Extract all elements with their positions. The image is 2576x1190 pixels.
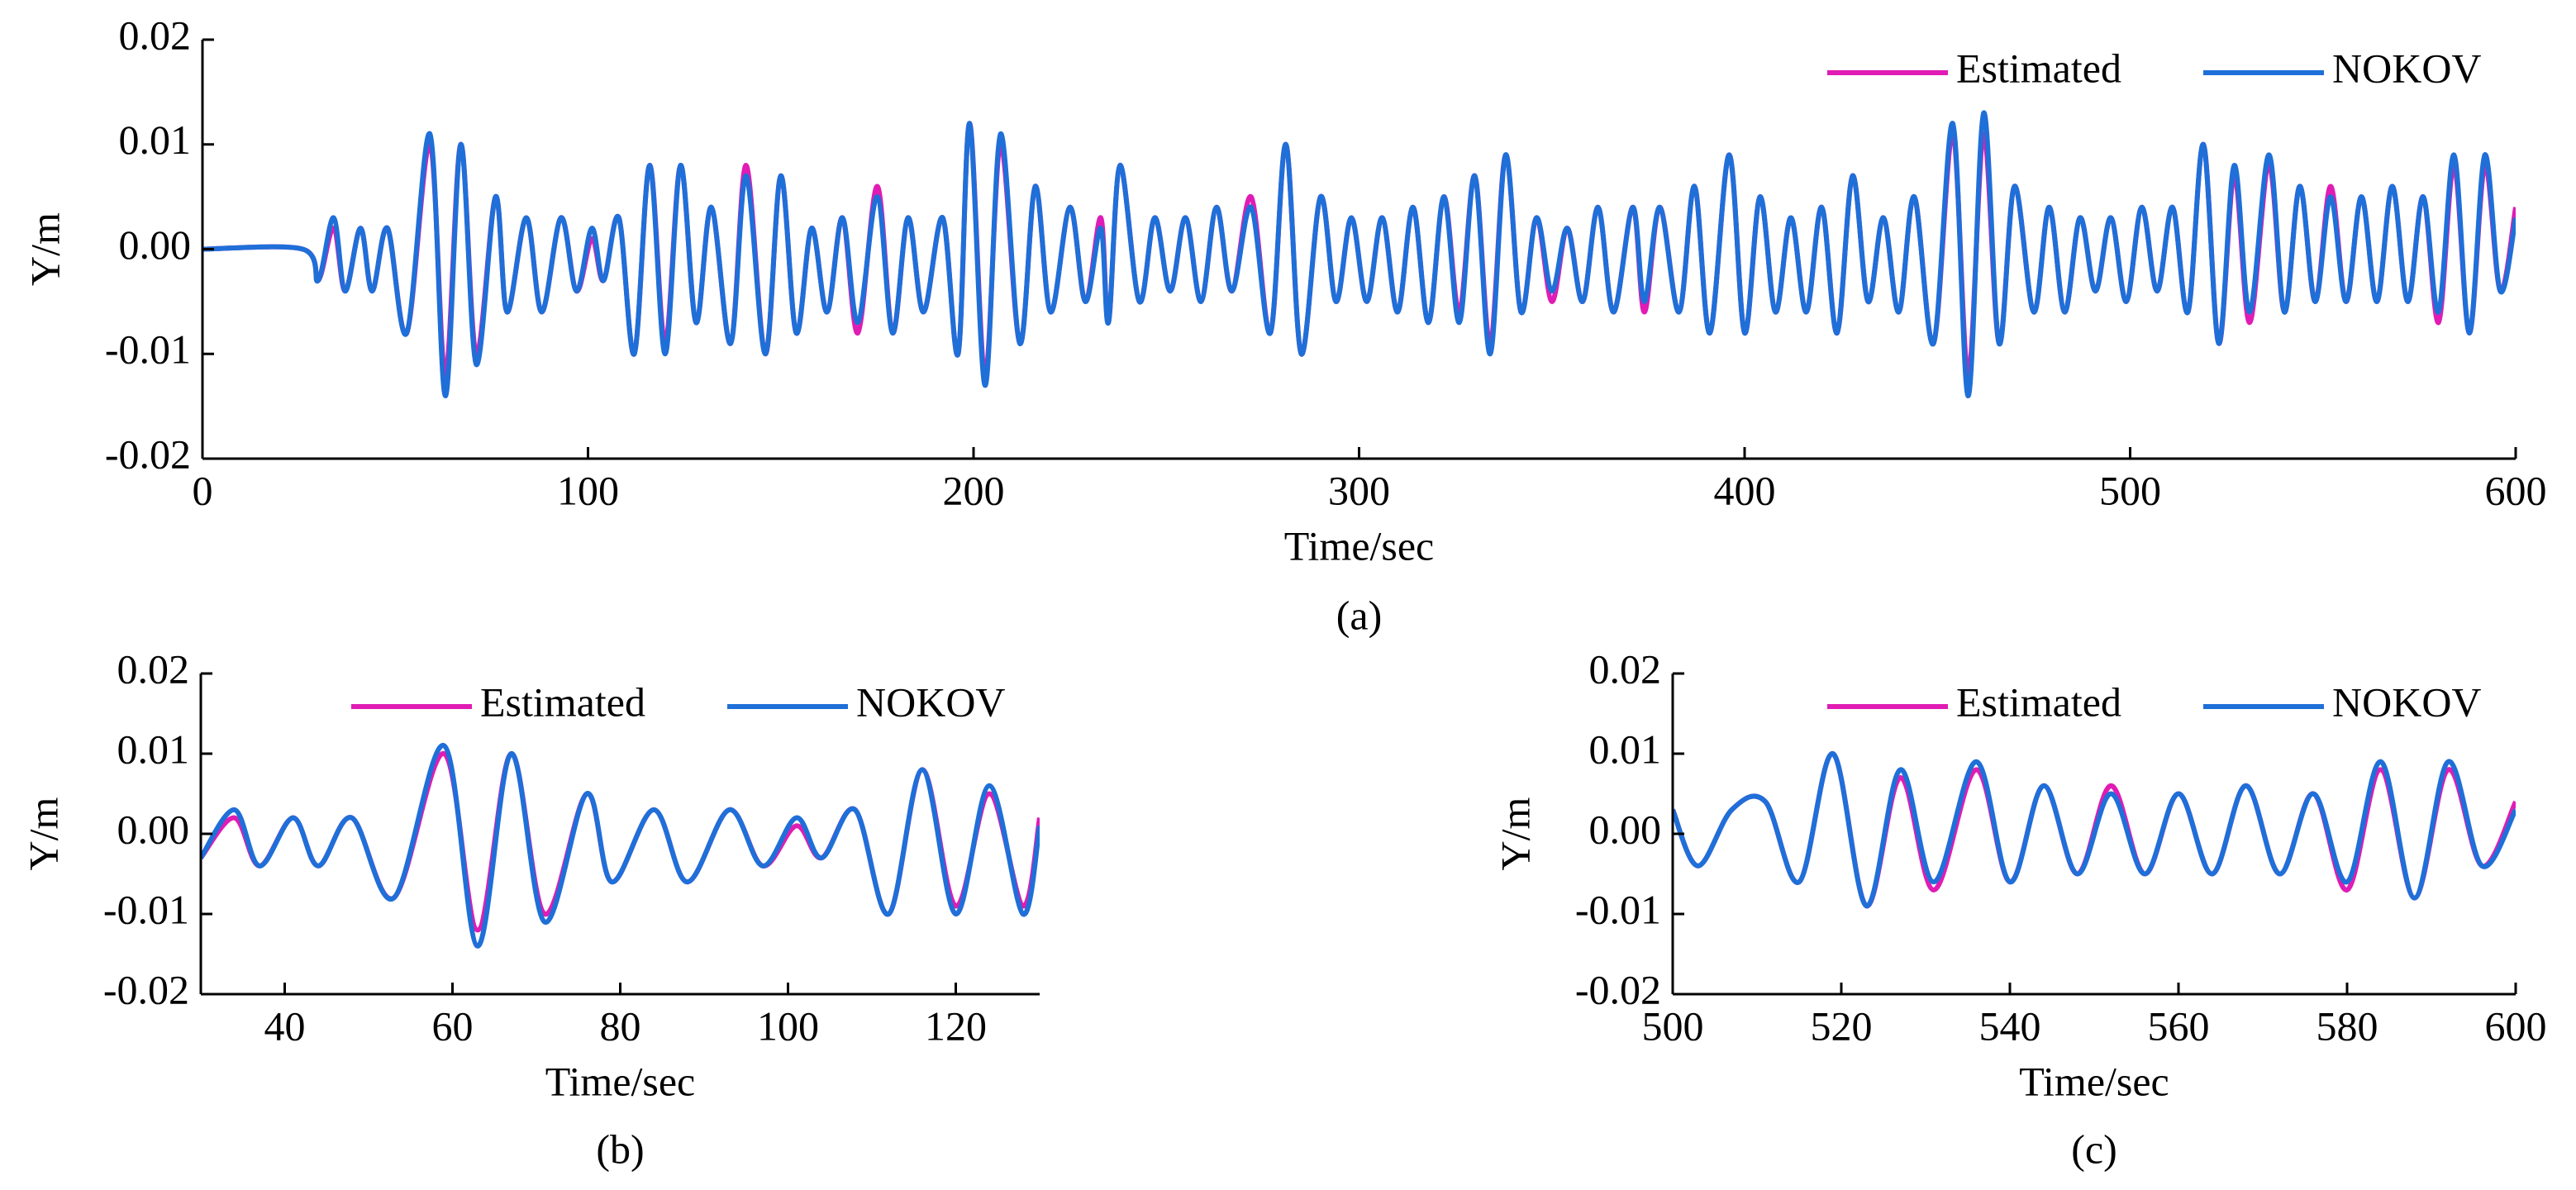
y-tick-label: -0.01 xyxy=(1575,886,1661,932)
x-tick-label: 120 xyxy=(925,1002,987,1049)
y-tick-label: 0.00 xyxy=(119,221,192,268)
x-tick-label: 500 xyxy=(2099,467,2161,513)
y-axis-label: Y/m xyxy=(1492,797,1538,870)
legend-label: Estimated xyxy=(1956,45,2121,91)
y-tick-label: 0.01 xyxy=(119,117,192,163)
legend-label: NOKOV xyxy=(856,678,1006,725)
legend-label: NOKOV xyxy=(2332,45,2482,91)
series-line xyxy=(202,110,2516,398)
caption: (c) xyxy=(2071,1126,2117,1172)
x-tick-label: 100 xyxy=(757,1002,819,1049)
y-tick-label: -0.02 xyxy=(103,966,189,1012)
y-tick-label: -0.01 xyxy=(103,886,189,932)
x-tick-label: 0 xyxy=(193,467,213,513)
x-tick-label: 60 xyxy=(432,1002,474,1049)
y-axis-label: Y/m xyxy=(20,797,66,870)
y-tick-label: 0.02 xyxy=(1589,645,1662,692)
y-axis-label: Y/m xyxy=(21,212,68,286)
y-tick-label: -0.02 xyxy=(105,431,191,477)
x-tick-label: 100 xyxy=(557,467,619,513)
x-tick-label: 540 xyxy=(1979,1002,2041,1049)
x-tick-label: 520 xyxy=(1811,1002,1873,1049)
series-line xyxy=(201,750,1040,933)
x-tick-label: 500 xyxy=(1642,1002,1704,1049)
x-tick-label: 580 xyxy=(2316,1002,2378,1049)
x-axis-label: Time/sec xyxy=(2019,1058,2169,1104)
y-tick-label: 0.00 xyxy=(117,806,190,852)
legend-label: NOKOV xyxy=(2332,678,2482,725)
legend-label: Estimated xyxy=(1956,678,2121,725)
x-tick-label: 560 xyxy=(2148,1002,2210,1049)
x-tick-label: 80 xyxy=(600,1002,641,1049)
x-tick-label: 600 xyxy=(2485,467,2547,513)
caption: (b) xyxy=(596,1126,644,1172)
y-tick-label: -0.02 xyxy=(1575,966,1661,1012)
x-tick-label: 40 xyxy=(264,1002,306,1049)
x-tick-label: 400 xyxy=(1714,467,1776,513)
y-tick-label: 0.01 xyxy=(117,726,190,772)
legend-label: Estimated xyxy=(480,678,645,725)
x-tick-label: 200 xyxy=(943,467,1005,513)
series-line xyxy=(201,743,1040,949)
series-line xyxy=(1673,750,2516,909)
x-tick-label: 300 xyxy=(1328,467,1390,513)
y-tick-label: 0.02 xyxy=(119,12,192,58)
y-tick-label: 0.00 xyxy=(1589,806,1662,852)
x-tick-label: 600 xyxy=(2485,1002,2547,1049)
caption: (a) xyxy=(1336,592,1383,638)
y-tick-label: 0.01 xyxy=(1589,726,1662,772)
y-tick-label: 0.02 xyxy=(117,645,190,692)
x-axis-label: Time/sec xyxy=(545,1058,696,1104)
x-axis-label: Time/sec xyxy=(1284,522,1435,569)
y-tick-label: -0.01 xyxy=(105,326,191,373)
